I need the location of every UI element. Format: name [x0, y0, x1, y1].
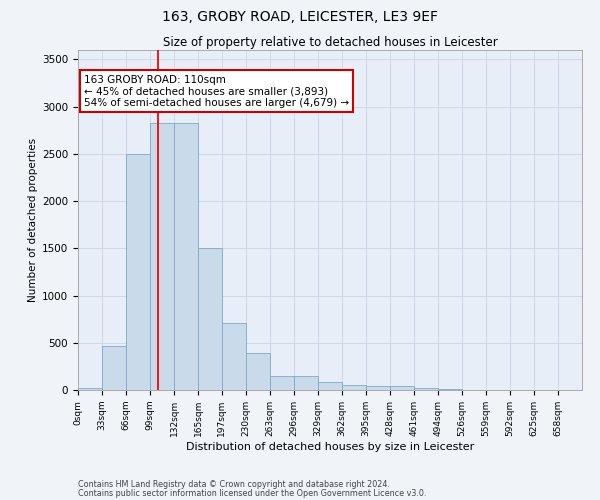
Bar: [78, 388, 102, 390]
Bar: [221, 323, 246, 390]
X-axis label: Distribution of detached houses by size in Leicester: Distribution of detached houses by size …: [186, 442, 474, 452]
Text: Contains HM Land Registry data © Crown copyright and database right 2024.: Contains HM Land Registry data © Crown c…: [78, 480, 390, 489]
Bar: [294, 376, 318, 390]
Bar: [126, 154, 150, 390]
Bar: [318, 382, 342, 390]
Bar: [102, 346, 126, 390]
Bar: [199, 248, 223, 390]
Bar: [342, 385, 366, 390]
Bar: [150, 122, 174, 390]
Bar: [390, 386, 414, 390]
Bar: [174, 122, 199, 390]
Text: Contains public sector information licensed under the Open Government Licence v3: Contains public sector information licen…: [78, 488, 427, 498]
Title: Size of property relative to detached houses in Leicester: Size of property relative to detached ho…: [163, 36, 497, 49]
Bar: [439, 389, 463, 390]
Y-axis label: Number of detached properties: Number of detached properties: [28, 138, 38, 302]
Bar: [414, 388, 439, 390]
Text: 163, GROBY ROAD, LEICESTER, LE3 9EF: 163, GROBY ROAD, LEICESTER, LE3 9EF: [162, 10, 438, 24]
Bar: [270, 376, 294, 390]
Bar: [366, 386, 390, 390]
Text: 163 GROBY ROAD: 110sqm
← 45% of detached houses are smaller (3,893)
54% of semi-: 163 GROBY ROAD: 110sqm ← 45% of detached…: [84, 74, 349, 108]
Bar: [246, 353, 270, 390]
